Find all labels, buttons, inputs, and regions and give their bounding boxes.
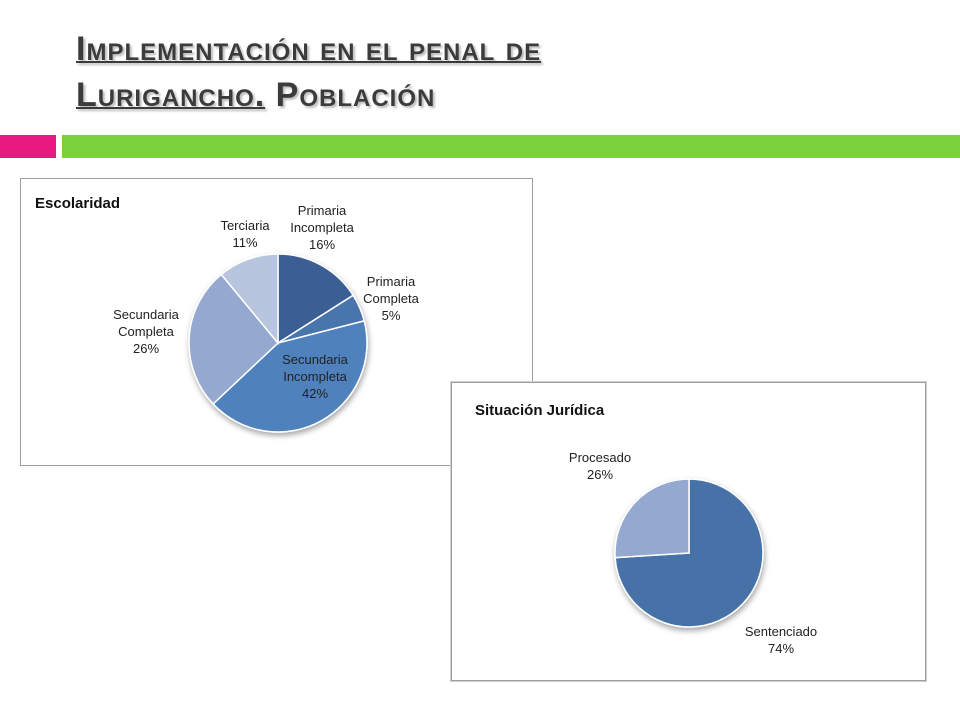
pie-slice-secundaria-completa xyxy=(188,273,280,405)
pie-label-sentenciado: Sentenciado 74% xyxy=(745,624,817,656)
pie-label-line: Terciaria xyxy=(220,218,270,233)
pie-label-secundaria-incompleta: Secundaria Incompleta 42% xyxy=(282,352,349,401)
pie-label-terciaria: Terciaria 11% xyxy=(220,218,270,250)
pie-slice-primaria-incompleta xyxy=(277,253,355,345)
pie-label-secundaria-completa: Secundaria Completa 26% xyxy=(113,307,180,356)
slide-title: Implementación en el penal de Lurigancho… xyxy=(76,26,776,118)
chart-title-escolaridad: Escolaridad xyxy=(35,195,121,212)
accent-bar-pink xyxy=(0,135,56,158)
pie-slice-procesado xyxy=(614,478,690,559)
pie-label-line: 42% xyxy=(302,386,328,401)
pie-label-line: 16% xyxy=(309,237,335,252)
title-line2-rest: Población xyxy=(265,76,436,114)
pie-label-line: Completa xyxy=(363,291,419,306)
pie-label-line: Incompleta xyxy=(283,369,347,384)
pie-chart-escolaridad: Primaria Incompleta 16% Primaria Completa 5% S… xyxy=(113,203,420,433)
title-line1: Implementación en el penal de xyxy=(76,30,542,68)
pie-label-line: Procesado xyxy=(569,450,631,465)
pie-slice-secundaria-incompleta xyxy=(212,319,368,433)
pie-label-line: 74% xyxy=(768,641,794,656)
pie-label-line: Sentenciado xyxy=(745,624,817,639)
pie-label-line: Secundaria xyxy=(113,307,180,322)
pie-label-line: 26% xyxy=(587,467,613,482)
pie-label-line: Incompleta xyxy=(290,220,354,235)
chart-panel-situacion-juridica: Situación Jurídica Sentenciado 74% Procesa… xyxy=(451,382,926,681)
pie-label-line: 26% xyxy=(133,341,159,356)
pie-label-primaria-completa: Primaria Completa 5% xyxy=(363,274,419,323)
pie-label-line: Secundaria xyxy=(282,352,349,367)
pie-label-procesado: Procesado 26% xyxy=(569,450,631,482)
accent-bar-green xyxy=(62,135,960,158)
pie-label-line: Primaria xyxy=(367,274,416,289)
pie-label-line: 5% xyxy=(382,308,401,323)
pie-label-line: Primaria xyxy=(298,203,347,218)
chart-panel-escolaridad: Escolaridad Primaria Incompleta 16% Primari… xyxy=(20,178,533,466)
chart-title-situacion-juridica: Situación Jurídica xyxy=(475,402,605,419)
title-line2-underlined: Lurigancho. xyxy=(76,76,266,114)
pie-label-primaria-incompleta: Primaria Incompleta 16% xyxy=(290,203,354,252)
pie-label-line: Completa xyxy=(118,324,174,339)
pie-slice-terciaria xyxy=(220,253,279,346)
pie-label-line: 11% xyxy=(232,235,257,250)
pie-chart-situacion-juridica: Sentenciado 74% Procesado 26% xyxy=(569,450,817,656)
